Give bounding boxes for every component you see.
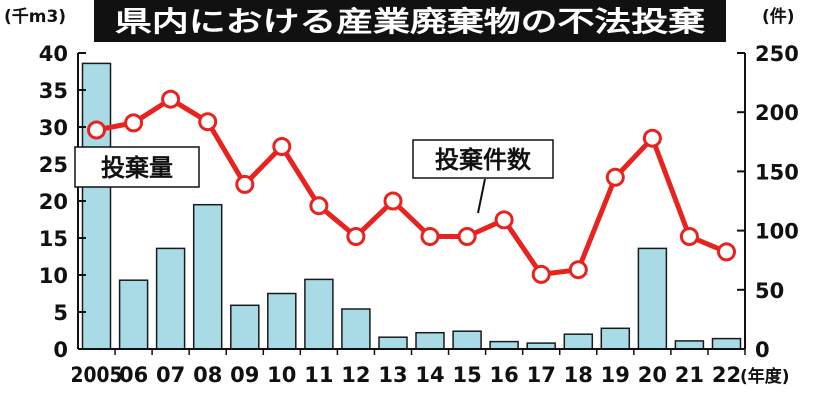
bar [230, 304, 260, 350]
x-axis-tick-label: 06 [119, 363, 148, 387]
right-axis-tick-label: 50 [755, 279, 784, 303]
line-series-leader [477, 178, 486, 214]
bar-series-label-box [74, 146, 200, 188]
x-axis-tick-label: 08 [193, 363, 222, 387]
left-axis-tick-label: 0 [53, 338, 68, 362]
line-series-label-box [412, 139, 554, 179]
line-point [272, 137, 292, 156]
line-point [457, 227, 477, 246]
right-axis-tick-label: 0 [755, 338, 770, 362]
line-layer [87, 89, 736, 284]
x-axis-tick-label: 15 [452, 363, 481, 387]
line-point [494, 210, 514, 230]
x-axis-tick-label: 10 [267, 363, 296, 387]
line-point [420, 227, 440, 246]
bar [415, 331, 445, 350]
left-axis-tick-label: 15 [39, 227, 68, 251]
left-axis-tick-label: 40 [39, 42, 68, 66]
bar [267, 292, 297, 350]
chart-title-background [94, 0, 726, 42]
bar-series-label: 投棄量 [101, 154, 173, 182]
right-axis-tick-label: 200 [755, 101, 799, 125]
line-point [605, 167, 625, 187]
bar [711, 337, 742, 350]
line-point [679, 227, 699, 246]
line-point [87, 120, 106, 140]
left-axis-tick-label: 10 [39, 264, 68, 288]
bar [600, 327, 631, 350]
x-axis-tick-label: 12 [341, 363, 370, 387]
line-point [531, 264, 551, 284]
x-axis-tick-label: 11 [304, 363, 333, 387]
x-axis-tick-label: 21 [675, 363, 704, 387]
bar [563, 333, 594, 350]
line-point [717, 242, 736, 262]
bar [378, 336, 408, 350]
right-axis-unit: (件) [762, 6, 795, 27]
line-point [383, 191, 403, 211]
line-point [309, 196, 329, 216]
bar [304, 278, 334, 350]
line-series-label: 投棄件数 [435, 146, 532, 174]
line-point [568, 260, 588, 280]
x-axis-tick-label: 13 [378, 363, 407, 387]
right-axis-tick-label: 100 [755, 220, 799, 244]
left-axis-unit: (千m3) [4, 7, 66, 27]
left-axis-tick-label: 35 [39, 79, 68, 103]
line-point [161, 89, 181, 109]
bar [489, 340, 519, 350]
x-axis-tick-label: 20 [638, 363, 667, 387]
x-axis-tick-label: 14 [415, 363, 444, 387]
x-axis-tick-label: 22 [712, 363, 741, 387]
bar [118, 279, 149, 350]
bar [155, 247, 186, 350]
left-axis-tick-label: 5 [53, 301, 68, 325]
line-point [346, 227, 366, 246]
x-axis-tick-label: 16 [489, 363, 518, 387]
x-axis-tick-label: 09 [230, 363, 259, 387]
x-axis-tick-label: 19 [601, 363, 630, 387]
chart-title: 県内における産業廃棄物の不法投棄 [115, 5, 706, 38]
right-axis-tick-label: 250 [755, 42, 799, 66]
left-axis-tick-label: 30 [39, 116, 68, 140]
bars-layer [81, 62, 742, 350]
x-axis-tick-label: 07 [156, 363, 185, 387]
x-axis-unit: (年度) [740, 366, 790, 387]
bar [192, 203, 223, 350]
x-axis-tick-label: 17 [527, 363, 556, 387]
bar [637, 247, 668, 350]
line-point [124, 113, 144, 133]
x-axis-tick-label: 18 [564, 363, 593, 387]
line-point [642, 128, 662, 148]
x-axis-tick-label: 2005 [71, 363, 123, 387]
bar [674, 340, 705, 350]
bar [81, 62, 112, 350]
left-axis-tick-label: 25 [39, 153, 68, 177]
bar [341, 308, 371, 350]
right-axis-tick-label: 150 [755, 160, 799, 184]
bar [452, 330, 482, 350]
line-point [198, 112, 218, 132]
left-axis-tick-label: 20 [39, 190, 68, 214]
line-point [235, 174, 255, 194]
